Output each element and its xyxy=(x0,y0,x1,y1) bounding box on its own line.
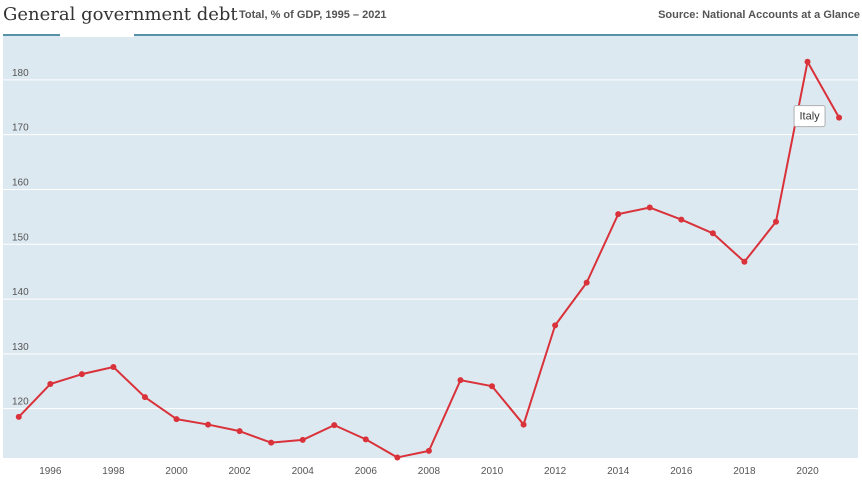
y-tick-120: 120 xyxy=(12,397,29,408)
x-axis-tick-labels: 1996 1998 2000 2002 2004 2006 2008 2010 2012 2014… xyxy=(39,466,819,477)
y-tick-140: 140 xyxy=(12,287,29,298)
data-point-2018[interactable] xyxy=(741,258,748,265)
y-axis-tick-labels: 120 130 140 150 160 170 180 xyxy=(12,68,29,408)
x-tick-2002: 2002 xyxy=(228,466,251,477)
chart-title: General government debt xyxy=(3,4,238,25)
data-point-1996[interactable] xyxy=(47,381,54,388)
data-point-2007[interactable] xyxy=(394,454,401,461)
data-point-2012[interactable] xyxy=(552,322,559,329)
gridlines xyxy=(3,79,858,410)
data-point-2005[interactable] xyxy=(331,422,338,429)
data-point-2020[interactable] xyxy=(804,58,811,65)
data-point-1999[interactable] xyxy=(141,394,148,401)
x-tick-2010: 2010 xyxy=(481,466,504,477)
y-tick-150: 150 xyxy=(12,232,29,243)
data-point-2011[interactable] xyxy=(520,421,527,428)
x-tick-2014: 2014 xyxy=(607,466,630,477)
data-point-1997[interactable] xyxy=(78,371,85,378)
data-point-2000[interactable] xyxy=(173,416,180,423)
x-tick-2012: 2012 xyxy=(544,466,567,477)
series-layer xyxy=(15,58,843,461)
chart-source[interactable]: Source: National Accounts at a Glance xyxy=(658,9,860,21)
data-point-2003[interactable] xyxy=(268,439,275,446)
tooltip-box xyxy=(793,105,826,128)
annotation-layer: Italy xyxy=(793,105,826,128)
x-tick-2018: 2018 xyxy=(733,466,756,477)
series-italy xyxy=(15,58,843,461)
series-label-tooltip: Italy xyxy=(793,105,826,128)
data-point-2021[interactable] xyxy=(836,114,843,121)
y-tick-160: 160 xyxy=(12,177,29,188)
data-point-2004[interactable] xyxy=(299,436,306,443)
data-point-2002[interactable] xyxy=(236,428,243,435)
y-tick-180: 180 xyxy=(12,68,29,79)
y-tick-170: 170 xyxy=(12,123,29,134)
data-point-2001[interactable] xyxy=(205,421,212,428)
data-point-2010[interactable] xyxy=(489,383,496,390)
chart-header: General government debt Total, % of GDP,… xyxy=(0,0,862,34)
data-point-2009[interactable] xyxy=(457,377,464,384)
x-tick-2004: 2004 xyxy=(292,466,315,477)
data-point-2019[interactable] xyxy=(772,218,779,225)
data-point-2013[interactable] xyxy=(583,279,590,286)
x-tick-1996: 1996 xyxy=(39,466,62,477)
data-point-2014[interactable] xyxy=(615,211,622,218)
data-point-1995[interactable] xyxy=(15,413,22,420)
x-tick-2020: 2020 xyxy=(796,466,819,477)
data-point-2017[interactable] xyxy=(709,230,716,237)
data-point-2008[interactable] xyxy=(425,447,432,454)
data-point-1998[interactable] xyxy=(110,364,117,371)
y-tick-130: 130 xyxy=(12,342,29,353)
x-tick-2016: 2016 xyxy=(670,466,693,477)
tooltip-label: Italy xyxy=(799,111,820,123)
data-point-2016[interactable] xyxy=(678,216,685,223)
x-tick-2000: 2000 xyxy=(165,466,188,477)
chart-subtitle: Total, % of GDP, 1995 – 2021 xyxy=(239,9,387,21)
data-point-2015[interactable] xyxy=(646,204,653,211)
header-tab-notch xyxy=(60,33,134,37)
plot-area xyxy=(3,36,858,458)
data-point-2006[interactable] xyxy=(362,436,369,443)
x-tick-2008: 2008 xyxy=(418,466,441,477)
x-tick-1998: 1998 xyxy=(102,466,125,477)
x-tick-2006: 2006 xyxy=(355,466,378,477)
